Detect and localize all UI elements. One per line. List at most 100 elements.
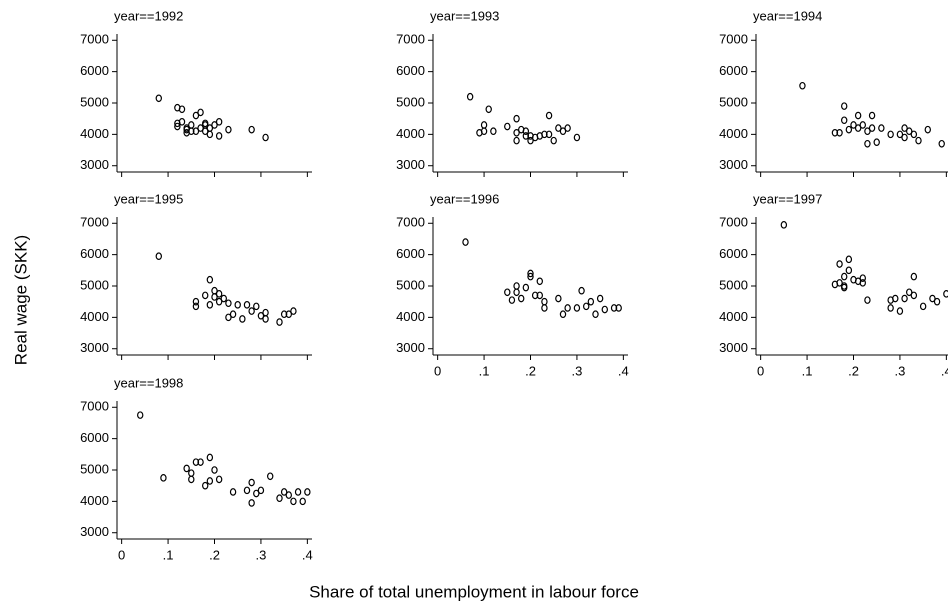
point — [841, 272, 848, 281]
y-tick-label: 4000 — [80, 126, 109, 141]
point — [522, 283, 530, 292]
point — [188, 475, 195, 484]
point — [206, 477, 214, 485]
point — [276, 318, 283, 326]
point — [536, 291, 543, 300]
point — [248, 478, 255, 487]
point — [248, 499, 255, 507]
point — [137, 411, 144, 419]
point — [155, 252, 162, 261]
point — [841, 116, 848, 125]
point — [868, 111, 876, 120]
panel-title: year==1992 — [114, 8, 183, 23]
panel-title: year==1996 — [430, 191, 499, 206]
point — [601, 305, 608, 314]
y-tick-label: 5000 — [396, 277, 425, 292]
x-tick-label: .4 — [941, 363, 948, 378]
point — [910, 130, 918, 139]
point — [202, 481, 209, 490]
point — [225, 299, 232, 308]
y-tick-label: 5000 — [80, 277, 109, 292]
point — [587, 297, 595, 306]
x-tick-label: .3 — [256, 547, 267, 562]
point — [183, 464, 190, 473]
point — [896, 307, 904, 315]
point — [536, 277, 543, 286]
x-tick-label: .4 — [618, 363, 629, 378]
point — [285, 491, 292, 499]
point — [243, 486, 251, 495]
point — [485, 105, 492, 114]
panel-title: year==1995 — [114, 191, 183, 206]
point — [919, 302, 927, 311]
point — [513, 114, 520, 123]
point — [229, 488, 237, 496]
point — [234, 301, 241, 309]
point — [248, 307, 255, 315]
point — [206, 453, 214, 462]
point — [225, 125, 232, 134]
point — [564, 124, 571, 132]
y-tick-label: 6000 — [396, 63, 425, 78]
point — [304, 488, 311, 496]
point — [262, 133, 269, 142]
point — [943, 290, 948, 298]
point — [527, 272, 534, 281]
x-axis-label: Share of total unemployment in labour fo… — [309, 582, 639, 601]
y-tick-label: 6000 — [396, 246, 425, 261]
x-tick-label: .3 — [572, 363, 583, 378]
point — [938, 139, 945, 148]
point — [513, 282, 520, 290]
point — [541, 297, 548, 306]
point — [202, 127, 209, 136]
point — [504, 288, 511, 297]
point — [555, 294, 562, 303]
point — [211, 466, 218, 474]
point — [864, 296, 871, 304]
point — [178, 118, 186, 126]
point — [490, 127, 497, 136]
y-tick-label: 6000 — [719, 63, 748, 78]
point — [924, 125, 931, 134]
point — [504, 122, 511, 131]
x-tick-label: .2 — [848, 363, 859, 378]
point — [197, 458, 204, 466]
x-tick-label: 0 — [757, 363, 764, 378]
y-tick-label: 5000 — [719, 94, 748, 109]
y-tick-label: 4000 — [396, 126, 425, 141]
panel-title: year==1994 — [753, 8, 822, 23]
y-tick-label: 6000 — [80, 246, 109, 261]
point — [160, 474, 167, 482]
point — [578, 286, 585, 295]
point — [215, 118, 223, 126]
point — [257, 486, 265, 495]
y-tick-label: 3000 — [80, 340, 109, 355]
point — [845, 125, 853, 134]
y-tick-label: 5000 — [80, 461, 109, 476]
point — [183, 124, 190, 132]
y-tick-label: 6000 — [80, 430, 109, 445]
point — [527, 269, 534, 278]
y-tick-label: 6000 — [80, 63, 109, 78]
point — [215, 132, 223, 140]
point — [910, 272, 918, 281]
y-tick-label: 3000 — [396, 157, 425, 172]
panel-title: year==1993 — [430, 8, 499, 23]
x-tick-label: 0 — [118, 547, 125, 562]
y-tick-label: 7000 — [396, 32, 425, 47]
point — [854, 111, 862, 120]
point — [841, 283, 848, 292]
point — [864, 139, 871, 148]
point — [220, 294, 227, 303]
x-tick-label: .2 — [209, 547, 220, 562]
panel-title: year==1997 — [753, 191, 822, 206]
point — [299, 497, 306, 506]
y-tick-label: 5000 — [80, 94, 109, 109]
point — [522, 132, 530, 140]
point — [262, 308, 269, 317]
y-tick-label: 5000 — [396, 94, 425, 109]
point — [253, 302, 260, 311]
point — [229, 310, 237, 319]
point — [564, 304, 571, 312]
y-tick-label: 3000 — [80, 157, 109, 172]
